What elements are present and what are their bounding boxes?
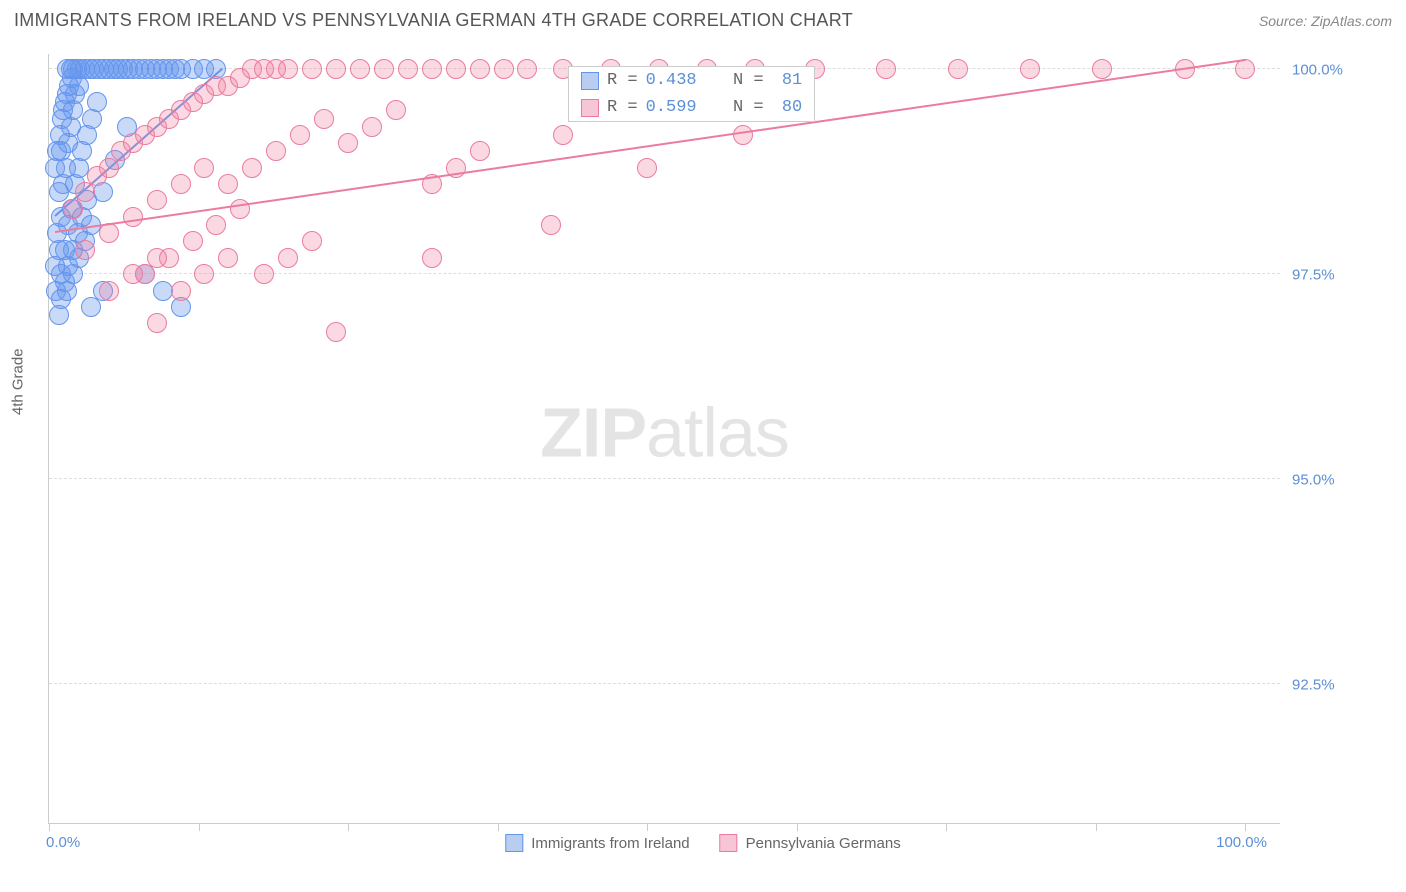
scatter-point: [230, 199, 250, 219]
y-tick-label: 95.0%: [1292, 471, 1335, 488]
stats-box: R = 0.438 N = 81R = 0.599 N = 80: [568, 66, 815, 122]
legend-item: Pennsylvania Germans: [720, 834, 901, 852]
scatter-point: [541, 215, 561, 235]
scatter-point: [62, 68, 82, 88]
scatter-point: [637, 158, 657, 178]
scatter-point: [422, 248, 442, 268]
legend-swatch: [720, 834, 738, 852]
scatter-point: [1235, 59, 1255, 79]
legend-item: Immigrants from Ireland: [505, 834, 689, 852]
scatter-point: [194, 264, 214, 284]
x-max-label: 100.0%: [1216, 834, 1267, 851]
scatter-point: [278, 248, 298, 268]
x-tick: [199, 823, 200, 831]
chart-source: Source: ZipAtlas.com: [1259, 13, 1392, 29]
scatter-point: [75, 240, 95, 260]
legend-label: Immigrants from Ireland: [531, 835, 689, 852]
scatter-point: [470, 59, 490, 79]
x-tick: [797, 823, 798, 831]
legend: Immigrants from Ireland Pennsylvania Germ…: [505, 834, 900, 852]
x-tick: [1096, 823, 1097, 831]
scatter-point: [87, 92, 107, 112]
scatter-point: [948, 59, 968, 79]
scatter-point: [517, 59, 537, 79]
watermark: ZIPatlas: [540, 392, 789, 472]
scatter-point: [422, 59, 442, 79]
legend-label: Pennsylvania Germans: [746, 835, 901, 852]
scatter-point: [99, 281, 119, 301]
scatter-point: [75, 182, 95, 202]
scatter-point: [470, 141, 490, 161]
chart-title: IMMIGRANTS FROM IRELAND VS PENNSYLVANIA …: [14, 10, 853, 31]
y-axis-title: 4th Grade: [10, 348, 27, 415]
scatter-point: [81, 297, 101, 317]
x-tick: [647, 823, 648, 831]
scatter-point: [302, 59, 322, 79]
scatter-point: [123, 207, 143, 227]
scatter-point: [374, 59, 394, 79]
scatter-point: [494, 59, 514, 79]
x-tick: [348, 823, 349, 831]
scatter-point: [290, 125, 310, 145]
scatter-point: [218, 174, 238, 194]
scatter-point: [386, 100, 406, 120]
scatter-point: [242, 158, 262, 178]
scatter-point: [63, 199, 83, 219]
x-tick: [49, 823, 50, 831]
scatter-point: [194, 158, 214, 178]
gridline: [49, 478, 1280, 479]
gridline: [49, 273, 1280, 274]
scatter-point: [254, 264, 274, 284]
stats-row: R = 0.599 N = 80: [569, 94, 814, 121]
scatter-point: [314, 109, 334, 129]
scatter-point: [398, 59, 418, 79]
scatter-point: [1020, 59, 1040, 79]
scatter-point: [733, 125, 753, 145]
series-swatch: [581, 99, 599, 117]
x-tick: [498, 823, 499, 831]
scatter-point: [99, 158, 119, 178]
chart-header: IMMIGRANTS FROM IRELAND VS PENNSYLVANIA …: [0, 0, 1406, 35]
scatter-point: [1092, 59, 1112, 79]
x-tick: [1245, 823, 1246, 831]
gridline: [49, 683, 1280, 684]
scatter-point: [362, 117, 382, 137]
scatter-point: [266, 141, 286, 161]
x-tick: [946, 823, 947, 831]
scatter-point: [147, 313, 167, 333]
scatter-point: [278, 59, 298, 79]
stats-row: R = 0.438 N = 81: [569, 67, 814, 94]
scatter-point: [876, 59, 896, 79]
scatter-point: [446, 59, 466, 79]
y-tick-label: 92.5%: [1292, 676, 1335, 693]
scatter-point: [171, 281, 191, 301]
x-min-label: 0.0%: [46, 834, 80, 851]
scatter-point: [302, 231, 322, 251]
scatter-point: [147, 248, 167, 268]
scatter-point: [338, 133, 358, 153]
scatter-point: [326, 59, 346, 79]
scatter-point: [350, 59, 370, 79]
y-tick-label: 100.0%: [1292, 62, 1343, 79]
scatter-point: [171, 174, 191, 194]
series-swatch: [581, 72, 599, 90]
scatter-point: [218, 248, 238, 268]
scatter-point: [553, 125, 573, 145]
scatter-point: [206, 215, 226, 235]
scatter-point: [123, 264, 143, 284]
y-tick-label: 97.5%: [1292, 267, 1335, 284]
scatter-point: [326, 322, 346, 342]
legend-swatch: [505, 834, 523, 852]
scatter-point: [183, 231, 203, 251]
plot-area: ZIPatlas: [48, 54, 1280, 824]
scatter-point: [147, 190, 167, 210]
